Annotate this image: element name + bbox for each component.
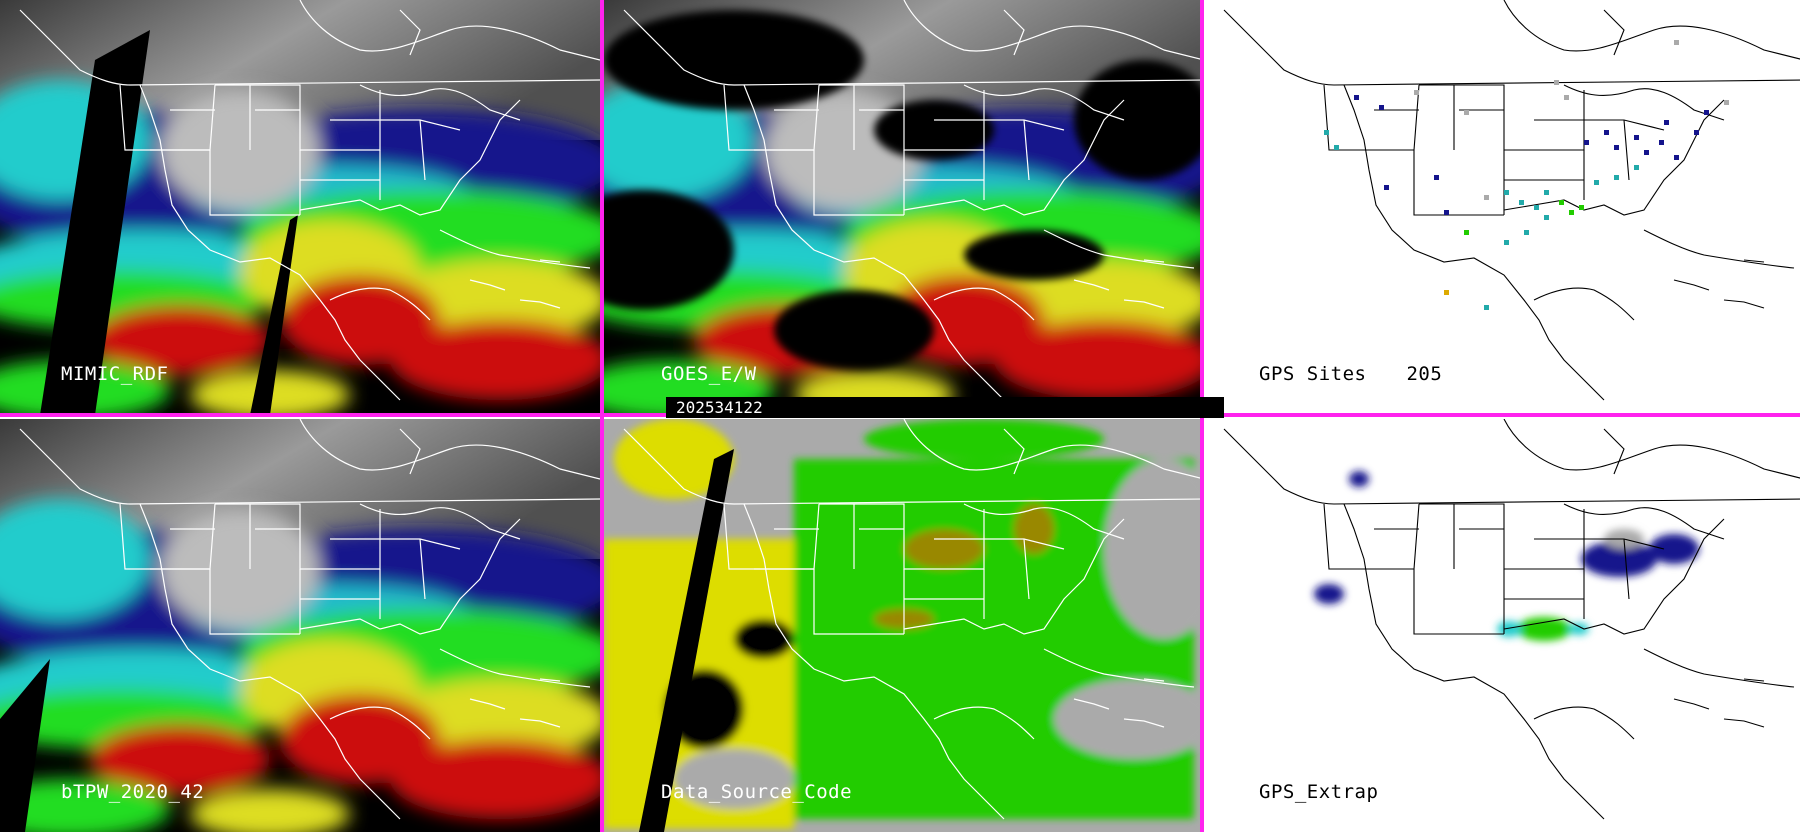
panel-mimic-rdf: MIMIC_RDF (0, 0, 600, 415)
map-outlines (1223, 419, 1800, 820)
data-gap-swath (639, 449, 734, 832)
gps-sites-label: GPS Sites (1259, 363, 1367, 385)
timestamp-bar: 202534122 (666, 397, 1224, 418)
panel-goes-ew: GOES_E/W (604, 0, 1200, 415)
panel-label: MIMIC_RDF (61, 363, 169, 385)
mimic-rdf-map (0, 0, 600, 415)
btpw-map (0, 419, 600, 832)
data-source-map (604, 419, 1200, 832)
gps-site-markers (1324, 40, 1729, 310)
panel-gps-extrap: GPS_Extrap (1204, 419, 1800, 832)
goes-ew-map (604, 0, 1200, 415)
gps-extrap-map (1223, 419, 1800, 820)
gps-sites-count: 205 (1406, 363, 1443, 385)
panel-gps-sites: GPS Sites 205 (1204, 0, 1800, 413)
panel-data-source: Data_Source_Code (604, 419, 1200, 832)
data-gap-swath (40, 30, 150, 415)
gps-sites-map (1223, 0, 1800, 401)
map-outlines (1223, 0, 1800, 401)
panel-label: GPS Sites 205 (1259, 363, 1442, 385)
panel-label: Data_Source_Code (661, 781, 853, 803)
data-gap-swath (250, 215, 298, 415)
data-gap-swath (0, 659, 50, 832)
panel-label: GOES_E/W (661, 363, 757, 385)
panel-label: bTPW_2020_42 (61, 781, 205, 803)
panel-btpw: bTPW_2020_42 (0, 419, 600, 832)
panel-label: GPS_Extrap (1259, 781, 1379, 803)
timestamp-text: 202534122 (676, 398, 763, 417)
